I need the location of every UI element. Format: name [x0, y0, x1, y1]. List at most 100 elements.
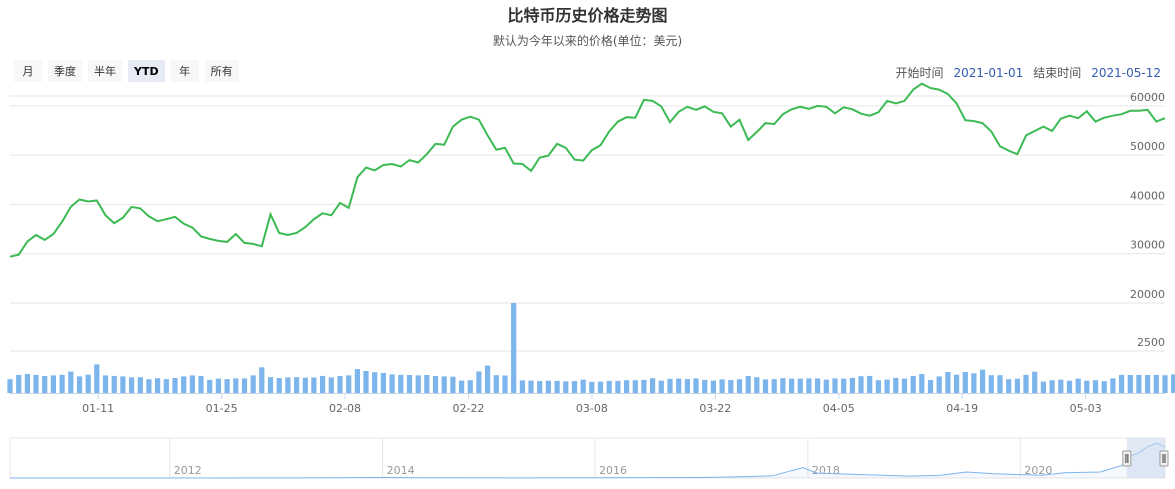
volume-bar — [76, 376, 83, 393]
volume-bar — [155, 378, 161, 393]
price-series-line — [9, 82, 1166, 258]
volume-bar — [146, 379, 152, 393]
volume-bar — [971, 373, 977, 393]
range-button-all[interactable]: 所有 — [204, 60, 239, 82]
volume-bar — [867, 375, 873, 393]
navigator-tick-label: 2020 — [1024, 464, 1052, 477]
volume-bar — [554, 380, 560, 393]
volume-bar — [1058, 379, 1064, 393]
volume-bar — [832, 378, 838, 393]
volume-bar — [901, 378, 908, 393]
volume-bar — [476, 371, 482, 393]
range-button-half-year[interactable]: 半年 — [88, 60, 122, 82]
volume-bar — [954, 374, 960, 393]
volume-bar — [441, 376, 447, 393]
x-axis-tick-label: 04-19 — [946, 402, 978, 415]
volume-bar — [919, 374, 925, 393]
volume-bar — [736, 379, 743, 393]
end-date-label: 结束时间 — [1033, 66, 1082, 80]
volume-bar — [927, 379, 934, 393]
volume-bar — [997, 375, 1003, 393]
volume-bar — [1153, 374, 1159, 393]
volume-bar — [693, 378, 699, 393]
volume-bar — [198, 376, 204, 393]
volume-bar — [42, 376, 48, 393]
volume-bar — [502, 375, 508, 393]
volume-bar — [337, 376, 343, 393]
volume-bar — [589, 381, 595, 393]
volume-bar — [1049, 380, 1055, 393]
start-date-label: 开始时间 — [895, 66, 944, 80]
volume-bar — [346, 375, 352, 393]
price-axis-tick-label: 60000 — [1130, 91, 1165, 104]
end-date-input[interactable]: 2021-05-12 — [1091, 65, 1161, 80]
volume-bar — [33, 374, 39, 393]
volume-bar — [806, 378, 812, 393]
x-axis-tick-label: 01-11 — [82, 402, 114, 415]
volume-bar — [893, 378, 899, 393]
volume-bar — [398, 374, 404, 393]
volume-bar — [545, 380, 551, 393]
volume-bar — [250, 375, 256, 393]
volume-bar — [624, 380, 630, 393]
volume-bar — [615, 380, 621, 393]
volume-bar — [936, 376, 942, 393]
volume-bar — [650, 378, 656, 393]
chart-title: 比特币历史价格走势图 — [507, 6, 668, 25]
price-axis-tick-label: 50000 — [1130, 140, 1165, 153]
x-axis-tick-label: 03-22 — [699, 402, 731, 415]
volume-bar — [1084, 380, 1090, 393]
range-button-quarter[interactable]: 季度 — [48, 60, 82, 82]
navigator-tick-label: 2016 — [599, 464, 627, 477]
volume-bar — [632, 380, 638, 393]
volume-bar — [962, 372, 968, 393]
volume-bar — [762, 379, 769, 393]
volume-bar — [172, 378, 178, 393]
volume-bar — [1119, 374, 1125, 393]
volume-bar — [285, 377, 291, 393]
volume-bar — [207, 379, 213, 393]
volume-bar — [728, 380, 734, 393]
volume-bar — [1127, 375, 1133, 393]
volume-bar — [745, 376, 751, 393]
volume-bar — [415, 375, 421, 393]
volume-bar — [294, 377, 300, 393]
volume-bar — [1092, 380, 1099, 393]
volume-bar — [380, 373, 386, 393]
volume-bar — [1101, 381, 1107, 393]
volume-bar — [85, 374, 91, 393]
start-date-input[interactable]: 2021-01-01 — [953, 65, 1024, 80]
volume-bar — [163, 379, 169, 393]
navigator-left-handle[interactable] — [1122, 450, 1132, 467]
volume-bar — [50, 375, 56, 393]
volume-bar — [102, 375, 109, 393]
volume-bar — [233, 378, 239, 393]
volume-bar — [1066, 380, 1073, 393]
volume-bar — [215, 378, 221, 393]
volume-bar — [68, 371, 74, 393]
volume-bar — [311, 377, 317, 393]
volume-bar — [241, 378, 248, 393]
volume-bar — [563, 381, 569, 393]
volume-bar — [710, 380, 716, 393]
x-axis-tick-label: 02-22 — [452, 402, 484, 415]
x-axis-tick-label: 02-08 — [329, 402, 361, 415]
volume-bar — [1006, 379, 1012, 393]
range-button-month[interactable]: 月 — [14, 60, 42, 82]
volume-bar — [1110, 378, 1116, 393]
volume-bar — [276, 378, 282, 393]
navigator-right-handle[interactable] — [1159, 450, 1169, 467]
volume-bar — [189, 375, 195, 393]
range-button-year[interactable]: 年 — [170, 60, 199, 82]
volume-bar — [571, 381, 578, 393]
volume-bar — [641, 379, 647, 393]
volume-bar — [702, 379, 708, 393]
volume-bar — [815, 378, 821, 393]
volume-bar — [875, 380, 881, 393]
range-button-ytd[interactable]: YTD — [128, 60, 165, 82]
volume-bar — [24, 374, 30, 393]
volume-bar — [754, 377, 760, 393]
volume-bar — [667, 378, 673, 393]
volume-bar — [606, 380, 612, 393]
